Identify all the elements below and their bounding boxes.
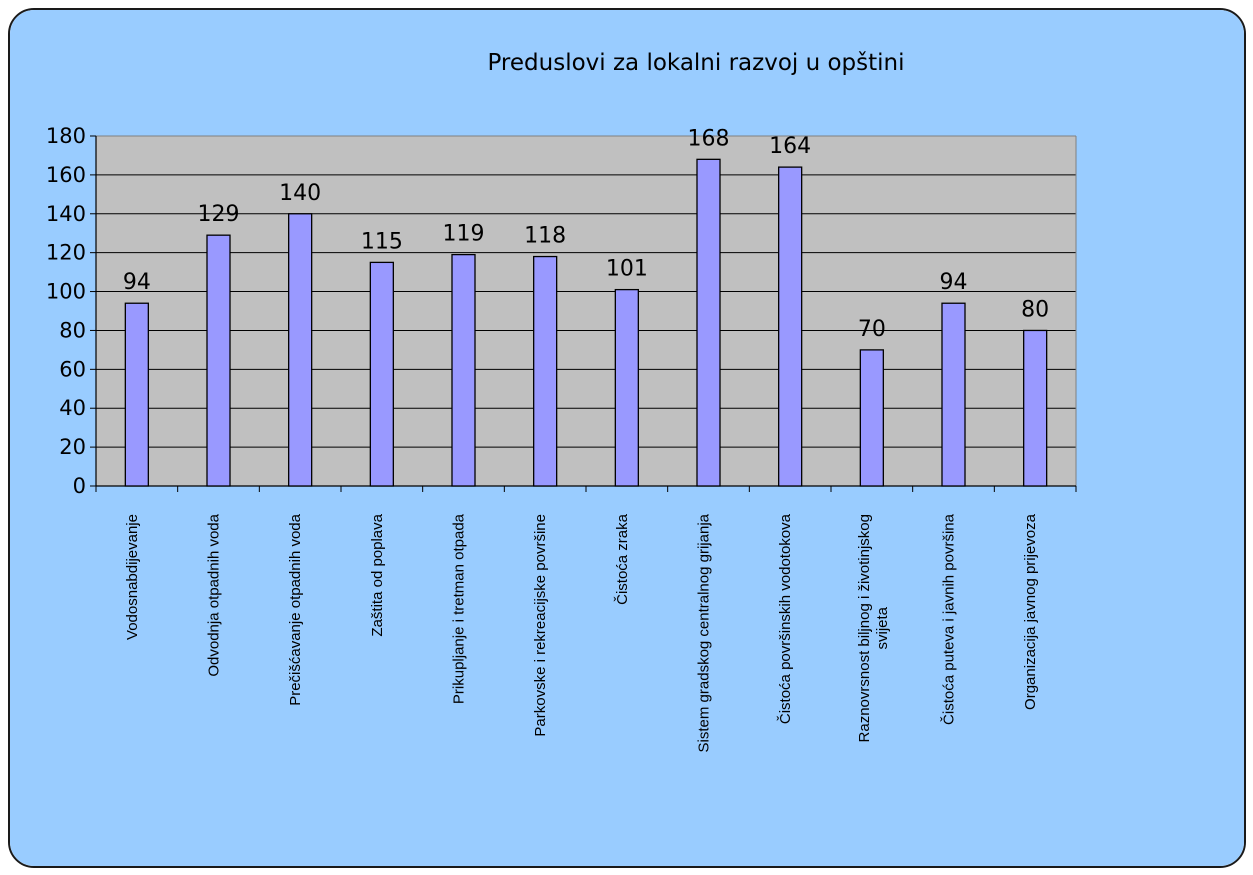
data-label: 164 [769, 134, 811, 159]
y-tick-label: 100 [46, 280, 86, 304]
data-label: 115 [361, 229, 403, 254]
category-label: Odvodnja otpadnih voda [206, 513, 223, 676]
y-tick-label: 20 [59, 435, 86, 459]
bar [859, 349, 884, 487]
bar [533, 255, 558, 487]
plot-area: 0 20 40 60 80 100 120 140 160 180 94 Vodosnabdijeva… [46, 124, 1077, 752]
y-tick-label: 80 [59, 318, 86, 342]
data-label: 140 [279, 181, 321, 206]
data-label: 94 [940, 270, 968, 295]
category-label-line: svijeta [874, 606, 891, 649]
bar [369, 261, 394, 487]
y-tick-label: 60 [59, 357, 86, 381]
bar [206, 234, 231, 487]
data-label: 80 [1021, 297, 1049, 322]
category-label: Čistoća puteva i javnih površina [941, 513, 958, 725]
y-tick-label: 40 [59, 396, 86, 420]
y-tick-label: 0 [73, 474, 86, 498]
bar [778, 166, 803, 487]
data-label: 168 [688, 126, 730, 151]
category-label-line: Raznovrsnost biljnog i životinjskog [856, 514, 873, 742]
chart-frame: Preduslovi za lokalni razvoj u opštini 0… [8, 8, 1246, 868]
plot-background [96, 136, 1076, 486]
data-label: 129 [198, 202, 240, 227]
bar [124, 302, 149, 487]
category-label: Čistoća površinskih vodotokova [777, 513, 794, 724]
data-label: 70 [858, 317, 886, 342]
chart-title: Preduslovi za lokalni razvoj u opštini [487, 50, 904, 76]
category-label: Raznovrsnost biljnog i životinjskogsvije… [856, 514, 891, 742]
data-label: 118 [524, 224, 566, 249]
y-tick-label: 120 [46, 241, 86, 265]
category-label: Organizacija javnog prijevoza [1022, 513, 1039, 710]
bar [941, 302, 966, 487]
category-label: Prečišćavanje otpadnih voda [287, 513, 304, 705]
bar [1023, 329, 1048, 487]
category-label: Prikupljanje i tretman otpada [451, 513, 468, 704]
y-tick-label: 140 [46, 202, 86, 226]
bar [696, 158, 721, 487]
category-label: Vodosnabdijevanje [124, 514, 141, 640]
bar [614, 288, 639, 487]
data-label: 101 [606, 257, 648, 282]
bar [288, 213, 313, 487]
bar [451, 253, 476, 487]
bar-chart: Preduslovi za lokalni razvoj u opštini 0… [10, 10, 1244, 866]
data-label: 94 [123, 270, 151, 295]
category-label: Parkovske i rekreacijske površine [532, 514, 549, 737]
y-tick-label: 160 [46, 163, 86, 187]
y-tick-label: 180 [46, 124, 86, 148]
data-label: 119 [443, 222, 485, 247]
category-label: Sistem gradskog centralnog grijanja [696, 513, 713, 752]
category-label: Čistoća zraka [614, 513, 631, 605]
category-label: Zaštita od poplava [369, 513, 386, 636]
